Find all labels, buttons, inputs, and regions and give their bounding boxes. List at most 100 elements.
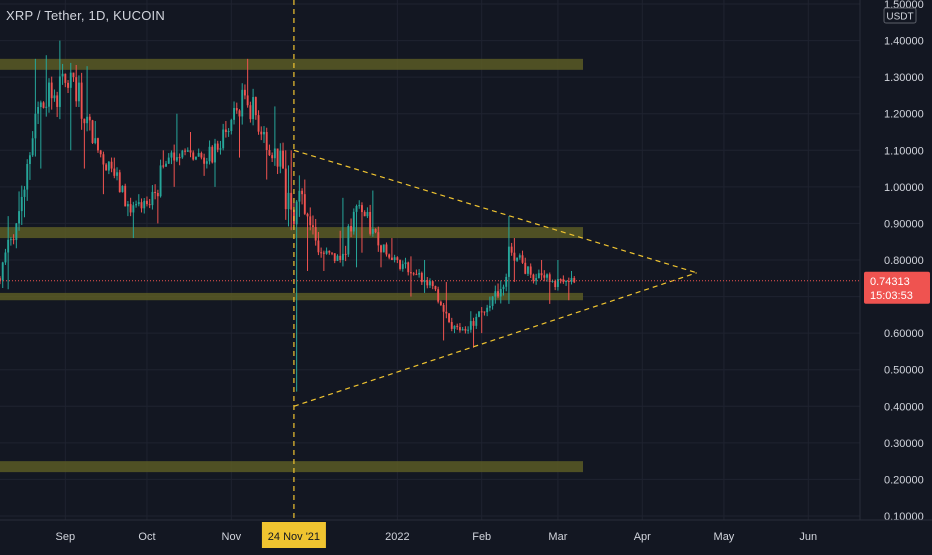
candle-body [532,274,535,281]
price-tick-label: 1.00000 [884,182,924,194]
candle-body [235,107,238,111]
candle-body [83,118,86,124]
candle-body [472,321,475,326]
candle-body [132,205,135,213]
candle-body [18,211,21,224]
candle-body [453,325,456,329]
candle-body [178,157,181,159]
candle-body [505,276,508,287]
candle-body [203,157,206,164]
candle-body [328,250,331,253]
candle-body [401,264,404,269]
candle-body [325,250,328,254]
candle-body [0,278,1,281]
time-tick-label: May [714,531,735,543]
candle-body [246,95,249,106]
candle-body [426,280,429,286]
candle-body [366,211,369,217]
candle-body [77,82,80,102]
candle-body [37,107,40,114]
time-tick-label: Feb [472,531,491,543]
candle-body [527,266,529,274]
candle-body [48,82,50,107]
price-tick-label: 0.90000 [884,218,924,230]
candle-body [431,281,434,287]
price-tick-label: 1.50000 [884,0,924,11]
candle-body [99,150,102,155]
candle-body [567,281,570,283]
candle-body [165,163,167,167]
candle-body [124,185,127,207]
candle-body [312,225,314,228]
candle-body [189,150,192,153]
candle-body [167,157,170,164]
candle-body [399,260,402,269]
candle-body [146,200,148,205]
candle-body [320,252,323,254]
candle-body [194,156,197,160]
candle-body [116,172,118,176]
candle-body [252,97,255,120]
candle-body [192,152,195,160]
candle-body [53,95,56,99]
candle-body [107,161,110,171]
candle-body [535,278,538,281]
candle-body [61,73,64,77]
candle-body [197,153,200,157]
current-price-label: 0.74313 [870,276,910,288]
candle-body [488,305,491,308]
candle-body [497,291,499,297]
candle-body [64,73,67,83]
date-marker-label: 24 Nov '21 [268,531,320,543]
candle-body [135,204,138,206]
price-tick-label: 0.30000 [884,438,924,450]
countdown-label: 15:03:53 [870,290,913,302]
candle-body [208,146,211,162]
candle-body [559,279,562,281]
candle-body [284,168,287,210]
candle-body [339,255,342,260]
time-tick-label: 2022 [385,531,409,543]
candle-body [409,272,412,274]
candle-body [184,150,187,152]
candle-body [355,205,358,212]
candle-body [290,192,293,210]
candle-body [423,280,426,283]
currency-badge[interactable] [883,7,917,24]
candle-body [303,194,306,214]
candle-body [475,316,478,326]
candle-body [439,301,442,305]
time-tick-label: Apr [634,531,651,543]
candle-body [249,105,252,120]
chart-title: XRP / Tether, 1D, KUCOIN [6,8,165,23]
upper-trendline [293,149,697,274]
candle-body [521,255,524,263]
candle-body [268,150,271,156]
candle-body [491,296,494,306]
candle-body [350,226,353,232]
candle-body [388,254,391,258]
candle-body [480,311,483,313]
candle-body [241,89,244,117]
candle-body [434,286,437,290]
candle-body [224,129,227,132]
candle-body [238,110,241,117]
candle-body [118,172,121,193]
candle-body [140,202,143,209]
candle-body [72,72,75,78]
lower-trendline [293,272,697,407]
price-tick-label: 0.50000 [884,365,924,377]
price-tick-label: 1.40000 [884,36,924,48]
candle-body [154,191,157,193]
candle-body [393,257,396,260]
candle-body [295,201,298,225]
candle-body [273,148,276,159]
candle-body [352,211,355,232]
candle-body [448,313,451,322]
candle-body [75,77,78,102]
candle-body [181,150,184,158]
candle-body [524,262,527,274]
